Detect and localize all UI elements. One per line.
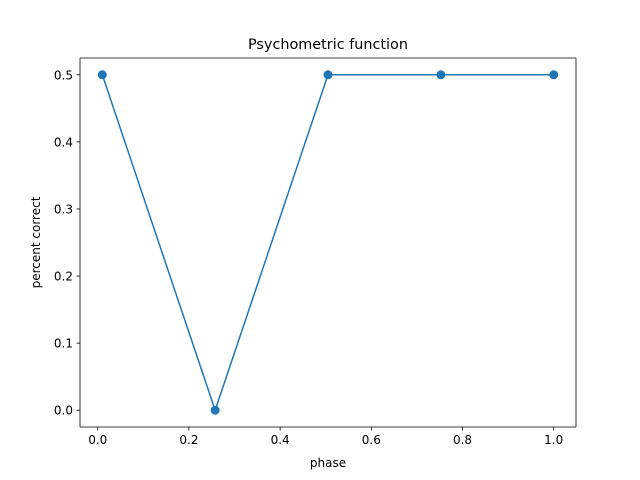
data-point [97, 70, 107, 80]
x-tick-label: 0.0 [88, 433, 107, 447]
y-axis-label: percent correct [29, 196, 43, 288]
x-tick-label: 0.4 [271, 433, 290, 447]
y-tick-label: 0.4 [54, 135, 73, 149]
x-tick-label: 0.8 [453, 433, 472, 447]
y-tick-label: 0.5 [54, 68, 73, 82]
y-tick-label: 0.0 [54, 404, 73, 418]
y-tick-label: 0.2 [54, 270, 73, 284]
y-ticks: 0.0 0.1 0.2 0.3 0.4 0.5 [54, 68, 80, 418]
x-axis-label: phase [310, 456, 346, 470]
chart-title: Psychometric function [248, 37, 408, 53]
axes-layer [79, 57, 577, 428]
x-tick-label: 0.6 [362, 433, 381, 447]
y-tick-label: 0.3 [54, 202, 73, 216]
data-point [549, 70, 559, 80]
x-tick-label: 0.2 [179, 433, 198, 447]
x-ticks: 0.0 0.2 0.4 0.6 0.8 1.0 [88, 427, 563, 447]
y-tick-label: 0.1 [54, 337, 73, 351]
data-point [210, 405, 220, 415]
plot-area [80, 58, 576, 427]
x-tick-label: 1.0 [544, 433, 563, 447]
series-layer [97, 70, 559, 415]
data-point [436, 70, 446, 80]
data-point [323, 70, 333, 80]
